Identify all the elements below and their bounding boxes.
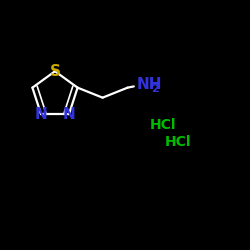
Text: S: S <box>50 64 60 79</box>
Text: HCl: HCl <box>150 118 176 132</box>
Text: 2: 2 <box>151 84 158 94</box>
Text: NH: NH <box>136 77 162 92</box>
Text: N: N <box>35 107 48 122</box>
Text: HCl: HCl <box>165 136 192 149</box>
Text: N: N <box>62 107 75 122</box>
